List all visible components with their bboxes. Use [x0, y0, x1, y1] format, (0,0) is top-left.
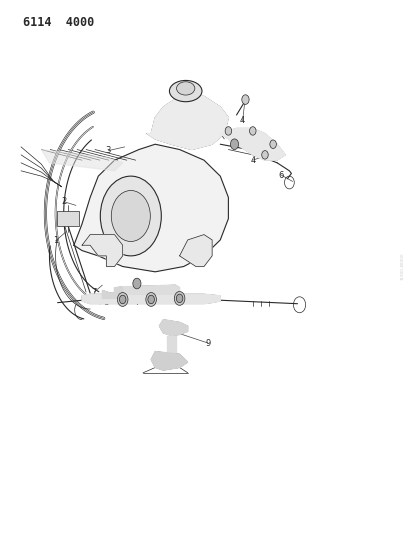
Circle shape [133, 278, 141, 289]
Circle shape [250, 127, 256, 135]
Polygon shape [159, 320, 188, 336]
Text: 1: 1 [53, 237, 58, 246]
Text: 4: 4 [250, 156, 255, 165]
Text: 5: 5 [240, 134, 245, 143]
Text: 8: 8 [104, 298, 109, 307]
Circle shape [225, 127, 232, 135]
Polygon shape [41, 150, 123, 171]
Polygon shape [220, 128, 285, 160]
Circle shape [148, 295, 154, 304]
Polygon shape [102, 288, 123, 298]
Text: 3: 3 [106, 146, 111, 155]
Circle shape [262, 151, 268, 159]
Text: 4: 4 [240, 116, 245, 125]
Circle shape [120, 295, 126, 304]
Circle shape [174, 292, 185, 305]
Circle shape [146, 293, 156, 306]
Polygon shape [151, 352, 188, 370]
Polygon shape [82, 235, 123, 266]
Polygon shape [74, 144, 228, 272]
FancyBboxPatch shape [57, 211, 79, 226]
Text: 6114  4000: 6114 4000 [23, 15, 94, 29]
Text: 5: 5 [149, 297, 154, 306]
Circle shape [270, 140, 276, 149]
Circle shape [111, 190, 150, 241]
Text: 2: 2 [61, 197, 67, 206]
Polygon shape [82, 294, 220, 304]
Circle shape [100, 176, 161, 256]
Text: 6: 6 [279, 171, 284, 180]
Circle shape [176, 294, 183, 303]
Polygon shape [180, 235, 212, 266]
Circle shape [242, 95, 249, 104]
Ellipse shape [169, 80, 202, 102]
Ellipse shape [177, 82, 195, 95]
Circle shape [118, 293, 128, 306]
Text: 7: 7 [91, 287, 97, 296]
Circle shape [231, 139, 239, 150]
Text: 11900-88000: 11900-88000 [401, 253, 404, 280]
Polygon shape [167, 336, 175, 352]
Polygon shape [147, 96, 228, 150]
Polygon shape [115, 285, 180, 294]
Text: 9: 9 [206, 338, 211, 348]
